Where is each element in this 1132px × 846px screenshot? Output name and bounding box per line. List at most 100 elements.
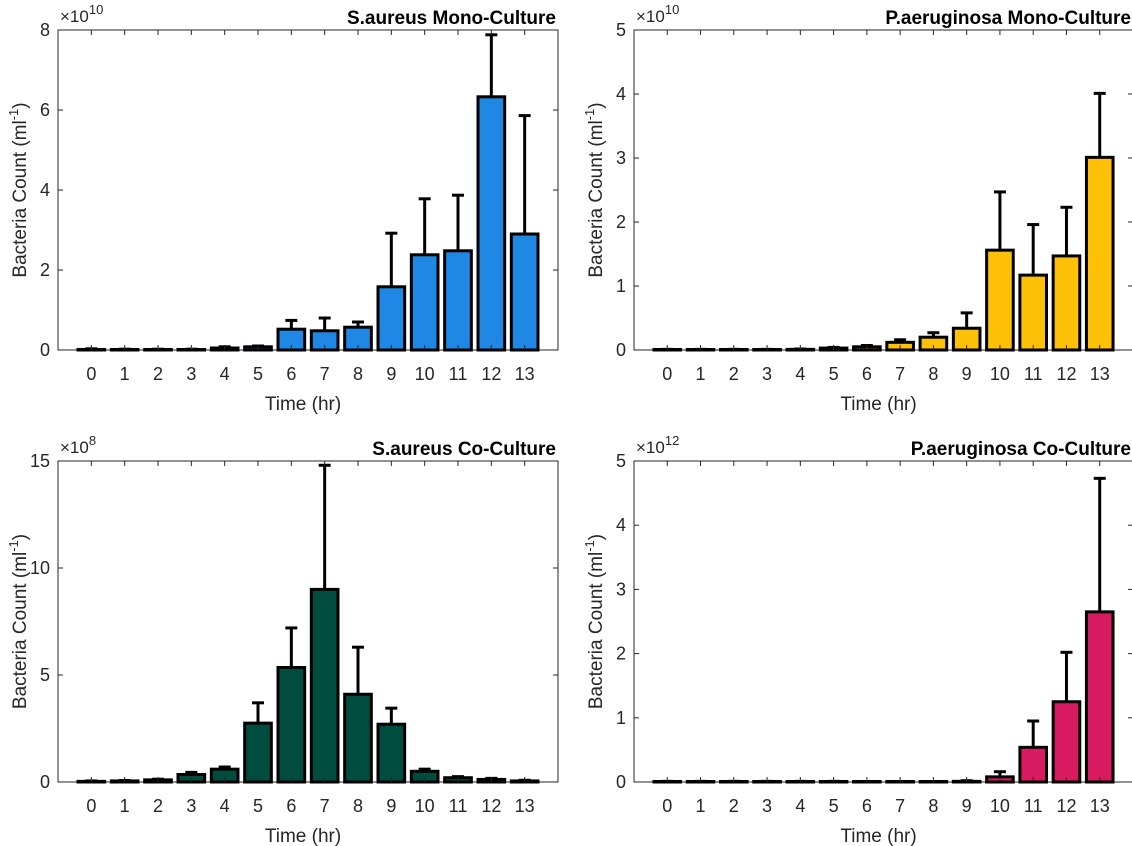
x-tick-label: 10: [415, 796, 435, 816]
y-tick-label: 5: [616, 20, 626, 40]
x-tick-label: 6: [862, 364, 872, 384]
x-tick-label: 1: [120, 796, 130, 816]
x-axis-label: Time (hr): [840, 394, 916, 415]
y-tick-label: 0: [616, 340, 626, 360]
x-tick-label: 0: [662, 796, 672, 816]
x-tick-label: 1: [696, 796, 706, 816]
bar: [1018, 273, 1049, 352]
y-tick-label: 1: [616, 276, 626, 296]
y-tick-label: 2: [616, 644, 626, 664]
y-tick-label: 3: [616, 579, 626, 599]
bar: [443, 249, 473, 352]
x-axis-label: Time (hr): [840, 826, 916, 846]
x-tick-label: 7: [320, 364, 330, 384]
y-tick-label: 2: [40, 260, 50, 280]
x-tick-label: 0: [86, 796, 96, 816]
x-tick-label: 7: [895, 796, 905, 816]
x-tick-label: 5: [829, 364, 839, 384]
x-tick-label: 7: [320, 796, 330, 816]
y-axis-label: Bacteria Count (ml-1): [6, 534, 31, 709]
y-tick-label: 0: [616, 772, 626, 792]
x-tick-label: 8: [353, 364, 363, 384]
bar: [243, 721, 273, 784]
y-tick-label: 4: [616, 84, 626, 104]
y-tick-label: 6: [40, 100, 50, 120]
y-tick-label: 0: [40, 772, 50, 792]
y-axis-exponent: ×1010: [636, 2, 679, 26]
y-tick-label: 1: [616, 708, 626, 728]
x-tick-label: 6: [286, 364, 296, 384]
bar: [985, 248, 1015, 352]
y-tick-label: 0: [40, 340, 50, 360]
y-axis-label: Bacteria Count (ml-1): [6, 102, 31, 277]
x-tick-label: 5: [829, 796, 839, 816]
x-axis-label: Time (hr): [265, 394, 341, 415]
x-tick-label: 4: [220, 796, 230, 816]
x-tick-label: 10: [990, 364, 1010, 384]
x-tick-label: 8: [353, 796, 363, 816]
bar: [409, 253, 440, 352]
x-tick-label: 11: [449, 796, 468, 816]
y-axis-exponent: ×1010: [60, 2, 103, 26]
x-tick-label: 9: [386, 796, 396, 816]
bar: [376, 722, 407, 784]
bar: [376, 285, 407, 352]
x-axis-label: Time (hr): [265, 826, 341, 846]
chart-title: P.aeruginosa Mono-Culture: [885, 8, 1131, 29]
x-tick-label: 12: [481, 796, 501, 816]
y-tick-label: 2: [616, 212, 626, 232]
x-tick-label: 10: [990, 796, 1010, 816]
y-axis-exponent: ×1012: [636, 433, 679, 457]
x-tick-label: 2: [153, 796, 163, 816]
x-tick-label: 6: [862, 796, 872, 816]
x-tick-label: 9: [962, 364, 972, 384]
bar: [1051, 254, 1082, 352]
x-tick-label: 4: [795, 796, 805, 816]
x-tick-label: 12: [1056, 364, 1076, 384]
y-axis-label: Bacteria Count (ml-1): [582, 102, 607, 277]
bar: [1018, 745, 1049, 784]
x-tick-label: 3: [762, 796, 772, 816]
x-tick-label: 8: [928, 796, 938, 816]
y-tick-label: 4: [40, 180, 50, 200]
x-tick-label: 3: [762, 364, 772, 384]
plot-area: [57, 29, 559, 351]
bar: [309, 587, 340, 784]
bar: [1084, 610, 1115, 784]
x-tick-label: 4: [220, 364, 230, 384]
y-tick-label: 15: [30, 451, 50, 471]
chart-title: S.aureus Mono-Culture: [347, 8, 556, 29]
x-tick-label: 5: [253, 796, 263, 816]
y-tick-label: 10: [30, 558, 50, 578]
x-tick-label: 3: [186, 796, 196, 816]
x-tick-label: 0: [86, 364, 96, 384]
x-tick-label: 13: [1090, 364, 1110, 384]
x-tick-label: 11: [1024, 364, 1043, 384]
x-tick-label: 5: [253, 364, 263, 384]
x-tick-label: 0: [662, 364, 672, 384]
y-axis-exponent: ×108: [60, 433, 96, 457]
bar: [1084, 155, 1115, 352]
y-tick-label: 5: [616, 451, 626, 471]
x-tick-label: 11: [449, 364, 468, 384]
x-tick-label: 8: [928, 364, 938, 384]
x-tick-label: 11: [1024, 796, 1043, 816]
bar: [276, 666, 307, 784]
plot-area: [633, 29, 1132, 351]
x-tick-label: 13: [515, 796, 535, 816]
x-tick-label: 7: [895, 364, 905, 384]
x-tick-label: 9: [386, 364, 396, 384]
x-tick-label: 4: [795, 364, 805, 384]
x-tick-label: 9: [962, 796, 972, 816]
y-tick-label: 4: [616, 515, 626, 535]
y-tick-label: 8: [40, 20, 50, 40]
plot-area: [57, 460, 559, 783]
x-tick-label: 2: [729, 364, 739, 384]
x-tick-label: 13: [1090, 796, 1110, 816]
bar: [1051, 700, 1082, 784]
